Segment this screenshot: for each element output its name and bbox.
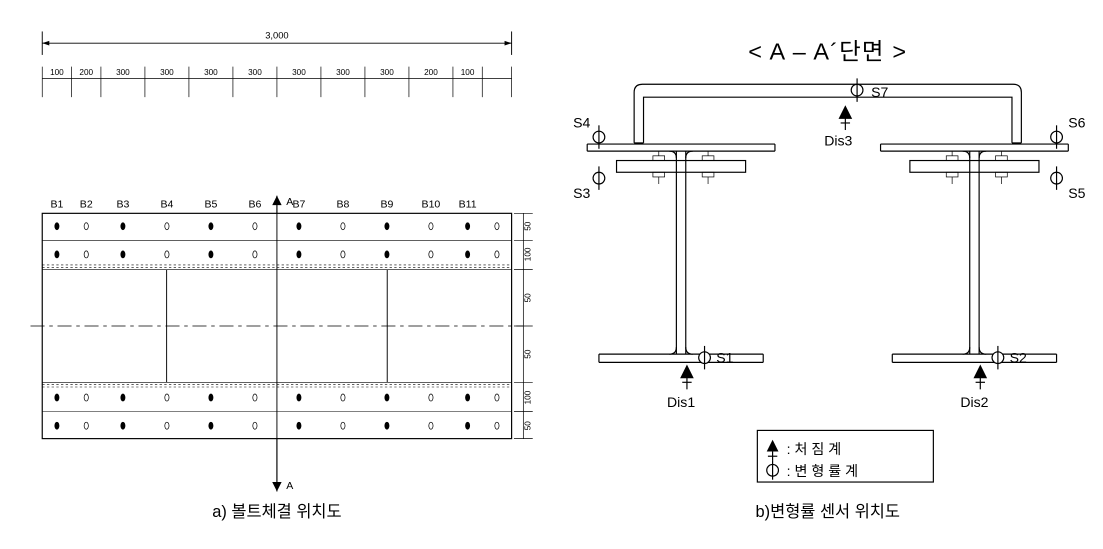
svg-text:B6: B6 bbox=[248, 198, 261, 210]
section-title: < A – A´단면 > bbox=[748, 39, 907, 65]
svg-text:50: 50 bbox=[523, 221, 532, 231]
label-s1: S1 bbox=[716, 349, 733, 365]
sensor-s2: S2 bbox=[992, 346, 1027, 369]
label-dis3: Dis3 bbox=[824, 132, 852, 148]
svg-text:300: 300 bbox=[336, 68, 350, 77]
label-s2: S2 bbox=[1009, 349, 1026, 365]
svg-text:100: 100 bbox=[50, 68, 64, 77]
bolt-layout-plan: 3,000 100200300300300300300300300200100 … bbox=[0, 0, 552, 544]
svg-text:B1: B1 bbox=[50, 198, 63, 210]
svg-text:50: 50 bbox=[523, 293, 532, 303]
sensor-dis1: Dis1 bbox=[666, 366, 694, 410]
svg-text:50: 50 bbox=[523, 421, 532, 431]
legend: : 처 짐 계 : 변 형 률 계 bbox=[757, 430, 933, 482]
sensor-s3: S3 bbox=[573, 166, 605, 201]
svg-text:B10: B10 bbox=[422, 198, 441, 210]
label-dis1: Dis1 bbox=[666, 394, 694, 410]
section-drawing bbox=[587, 84, 1068, 362]
sensor-s7: S7 bbox=[851, 78, 888, 101]
svg-text:B7: B7 bbox=[292, 198, 305, 210]
svg-text:300: 300 bbox=[292, 68, 306, 77]
label-s6: S6 bbox=[1068, 115, 1085, 131]
svg-text:50: 50 bbox=[523, 349, 532, 359]
svg-text:B9: B9 bbox=[380, 198, 393, 210]
svg-text:B3: B3 bbox=[116, 198, 129, 210]
caption-a: a) 볼트체결 위치도 bbox=[212, 503, 341, 521]
svg-text:300: 300 bbox=[204, 68, 218, 77]
label-s5: S5 bbox=[1068, 185, 1085, 201]
legend-strain: : 변 형 률 계 bbox=[786, 463, 857, 479]
label-dis2: Dis2 bbox=[960, 394, 988, 410]
legend-deflection: : 처 짐 계 bbox=[786, 441, 841, 457]
svg-text:300: 300 bbox=[248, 68, 262, 77]
section-marker-top: A bbox=[286, 196, 294, 208]
sensor-section-view: < A – A´단면 > bbox=[552, 0, 1103, 544]
section-marker-bottom: A bbox=[286, 480, 294, 492]
svg-text:300: 300 bbox=[116, 68, 130, 77]
sensor-dis2: Dis2 bbox=[960, 366, 988, 410]
svg-text:200: 200 bbox=[79, 68, 93, 77]
overall-length: 3,000 bbox=[265, 30, 288, 40]
svg-text:100: 100 bbox=[523, 390, 532, 404]
label-s4: S4 bbox=[573, 115, 590, 131]
svg-text:B2: B2 bbox=[80, 198, 93, 210]
svg-text:300: 300 bbox=[380, 68, 394, 77]
svg-text:100: 100 bbox=[523, 247, 532, 261]
sensor-dis3: Dis3 bbox=[824, 107, 852, 149]
svg-text:200: 200 bbox=[424, 68, 438, 77]
label-s7: S7 bbox=[871, 84, 888, 100]
plan-drawing: 3,000 100200300300300300300300300200100 … bbox=[31, 30, 533, 492]
label-s3: S3 bbox=[573, 185, 590, 201]
sensor-s1: S1 bbox=[698, 346, 733, 369]
sensor-s5: S5 bbox=[1050, 166, 1085, 201]
svg-text:B4: B4 bbox=[160, 198, 173, 210]
svg-text:B5: B5 bbox=[204, 198, 217, 210]
svg-text:300: 300 bbox=[160, 68, 174, 77]
svg-text:100: 100 bbox=[461, 68, 475, 77]
svg-text:B11: B11 bbox=[459, 198, 477, 210]
caption-b: b)변형률 센서 위치도 bbox=[755, 503, 899, 521]
svg-text:B8: B8 bbox=[336, 198, 349, 210]
